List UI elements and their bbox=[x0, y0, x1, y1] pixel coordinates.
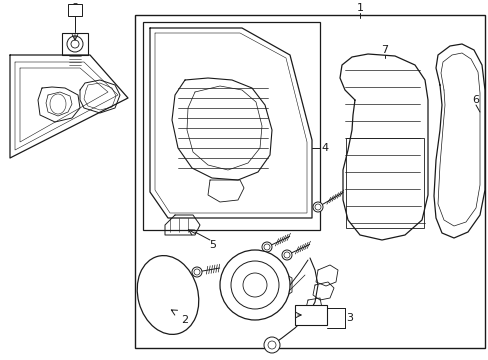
Circle shape bbox=[314, 204, 320, 210]
Circle shape bbox=[312, 202, 323, 212]
Circle shape bbox=[267, 341, 275, 349]
Bar bbox=[135, 15, 484, 348]
Circle shape bbox=[230, 261, 279, 309]
Circle shape bbox=[192, 267, 202, 277]
Bar bbox=[142, 22, 319, 230]
Circle shape bbox=[264, 337, 280, 353]
Text: 4: 4 bbox=[321, 143, 328, 153]
Circle shape bbox=[262, 242, 271, 252]
Circle shape bbox=[282, 250, 291, 260]
Circle shape bbox=[243, 273, 266, 297]
Ellipse shape bbox=[137, 256, 198, 334]
Text: 1: 1 bbox=[356, 3, 363, 13]
Bar bbox=[346, 138, 423, 228]
Bar bbox=[68, 4, 82, 16]
Circle shape bbox=[67, 36, 83, 52]
Text: 7: 7 bbox=[381, 45, 388, 55]
Text: 5: 5 bbox=[209, 240, 216, 250]
Text: 6: 6 bbox=[471, 95, 479, 105]
Circle shape bbox=[264, 244, 269, 250]
Circle shape bbox=[71, 40, 79, 48]
Bar bbox=[294, 305, 326, 325]
Text: 8: 8 bbox=[71, 5, 79, 15]
Circle shape bbox=[194, 269, 200, 275]
Text: 3: 3 bbox=[346, 313, 353, 323]
Bar bbox=[62, 33, 88, 55]
Circle shape bbox=[220, 250, 289, 320]
Text: 2: 2 bbox=[181, 315, 188, 325]
Text: 8: 8 bbox=[71, 3, 79, 13]
Circle shape bbox=[284, 252, 289, 258]
